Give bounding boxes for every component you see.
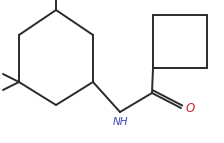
Text: NH: NH <box>112 117 128 127</box>
Text: O: O <box>186 102 195 115</box>
